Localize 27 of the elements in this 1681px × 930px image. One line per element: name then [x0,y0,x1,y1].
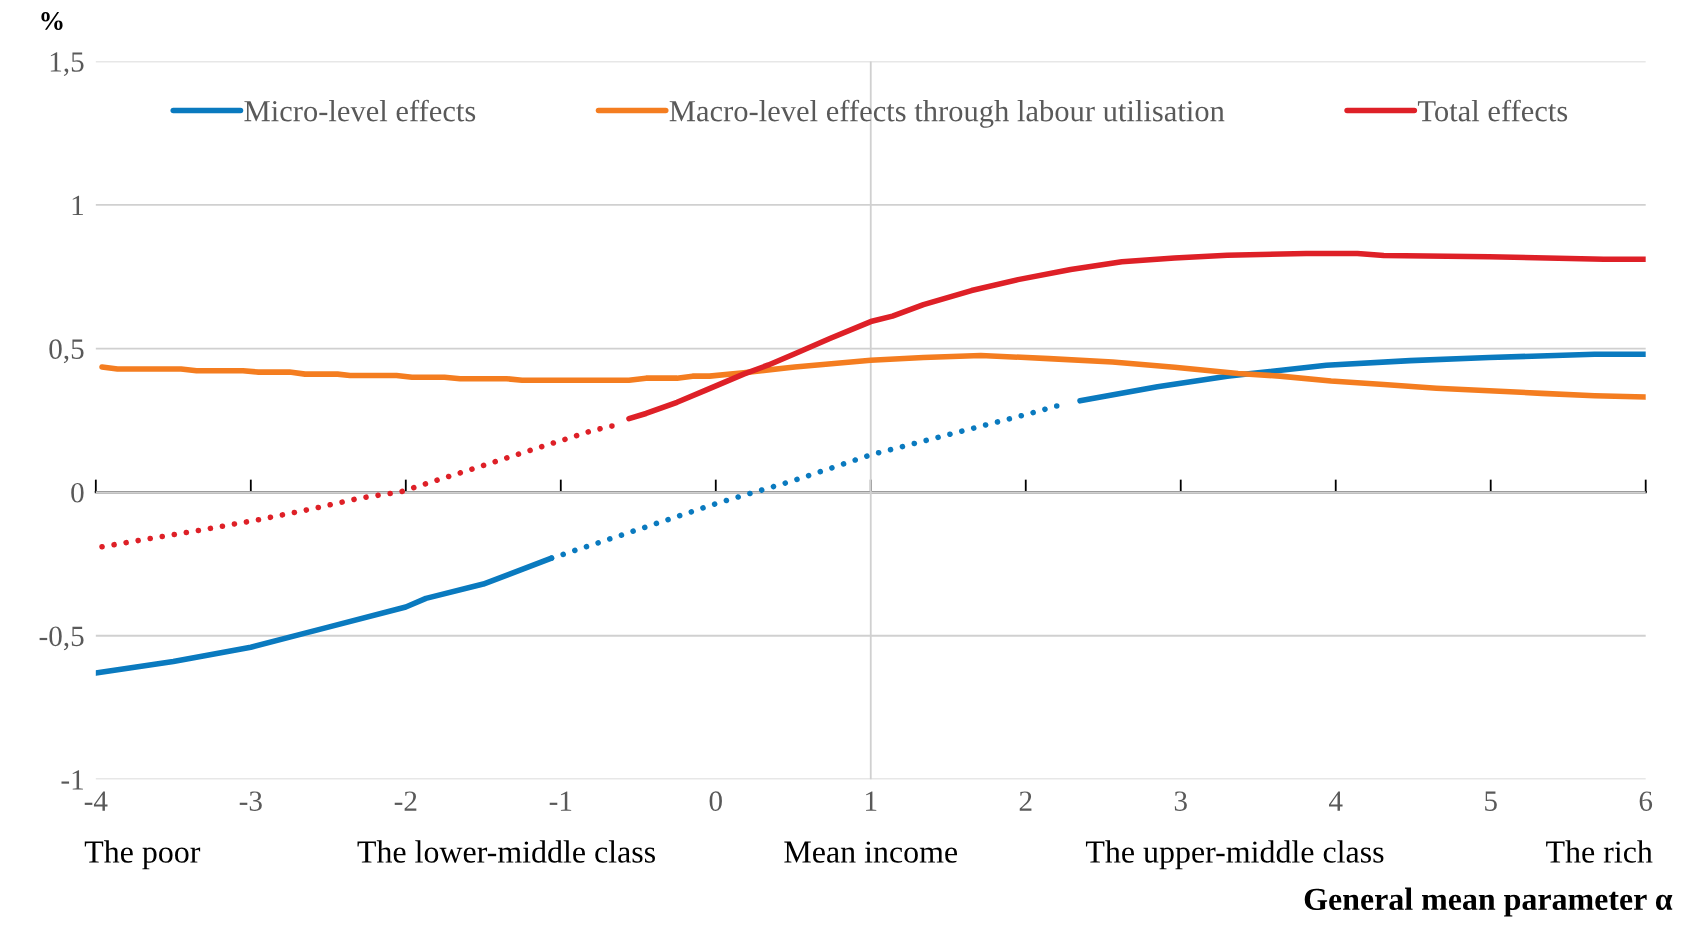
text: The rich [1546,840,1653,863]
x-tick-label: 2 [1019,791,1032,811]
x-tick-label: -3 [239,791,262,811]
x-axis-title: General mean parameter α [1304,887,1673,917]
y-tick-label: 0,5 [49,339,84,364]
y-tick-label: 1 [72,195,83,216]
y-axis-title: % [41,12,63,30]
x-tick-label: -1 [549,791,572,811]
x-tick-label: -4 [84,791,108,811]
x-tick-label: 4 [1329,791,1343,811]
y-tick-label: -1 [61,770,83,790]
text: The upper-middle class [1085,840,1384,870]
text: The lower-middle class [357,840,655,863]
text: Mean income [784,841,958,863]
x-tick-label: 1 [866,791,877,811]
y-tick-label: 0 [71,482,84,503]
x-tick-label: 6 [1639,791,1653,811]
x-tick-label: -2 [394,791,417,811]
legend-label: Macro-level effects through labour utilisation [669,99,1225,128]
legend-label: Total effects [1417,99,1568,122]
y-tick-label: 1,5 [50,52,84,76]
x-tick-label: 3 [1174,791,1187,811]
y-tick-label: -0,5 [39,626,84,651]
x-tick-label: 0 [709,791,722,811]
legend-label: Micro-level effects [244,99,476,122]
x-tick-label: 5 [1485,791,1497,811]
text: The poor [84,840,201,870]
